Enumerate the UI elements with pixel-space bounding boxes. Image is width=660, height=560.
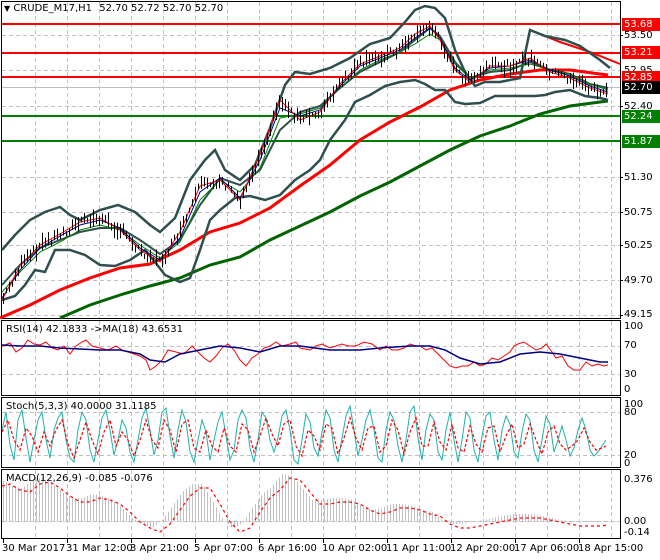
ma-red-thin — [1, 25, 609, 301]
y-tick: 51.30 — [624, 172, 653, 183]
macd-y-tick: -0.14 — [624, 527, 650, 538]
ma-blue-thin — [1, 27, 609, 299]
price-bars — [3, 20, 607, 305]
x-axis-label: 5 Apr 07:00 — [194, 543, 253, 554]
x-axis-label: 3 Apr 21:00 — [130, 543, 189, 554]
price-tag-support: 52.24 — [622, 110, 660, 123]
pane-frames — [1, 1, 621, 539]
rsi-y-tick: 70 — [624, 340, 637, 351]
price-tag-resistance: 53.68 — [622, 18, 660, 31]
y-tick: 50.75 — [624, 207, 653, 218]
symbol-label: CRUDE_M17,H1 — [13, 3, 93, 14]
y-tick: 52.40 — [624, 101, 653, 112]
stoch-header: Stoch(5,3,3) 40.0000 31.1185 — [6, 401, 157, 412]
x-axis-label: 12 Apr 20:00 — [450, 543, 516, 554]
y-tick: 50.25 — [624, 240, 653, 251]
price-tag-resistance: 53.21 — [622, 46, 660, 59]
ohlc-values: 52.70 52.72 52.70 52.70 — [99, 3, 224, 14]
x-axis-label: 11 Apr 11:00 — [386, 543, 452, 554]
x-axis-label: 18 Apr 15:00 — [578, 543, 644, 554]
rsi-ma-line — [1, 344, 608, 365]
bollinger-middle — [1, 26, 609, 286]
rsi-y-tick: 30 — [624, 369, 637, 380]
stoch-main-line — [1, 404, 607, 466]
x-axis-label: 10 Apr 02:00 — [322, 543, 388, 554]
ma-slow-green — [59, 99, 609, 320]
y-tick: 53.50 — [624, 30, 653, 41]
axis-ticks — [3, 35, 623, 543]
macd-y-tick: 0.00 — [624, 516, 647, 527]
price-tag-support: 51.87 — [622, 135, 660, 148]
x-axis-label: 31 Mar 12:00 — [66, 543, 133, 554]
rsi-y-tick: 0 — [624, 384, 631, 395]
ma-slow-red — [0, 68, 609, 320]
stoch-signal-line — [1, 415, 607, 460]
ma-green-thin — [1, 33, 609, 293]
y-tick: 49.70 — [624, 275, 653, 286]
chart-header: ▼ CRUDE_M17,H1 52.70 52.72 52.70 52.70 — [4, 3, 223, 14]
y-tick: 49.15 — [624, 309, 653, 320]
stoch-y-tick: 100 — [624, 399, 644, 410]
triangle-down-icon[interactable]: ▼ — [4, 4, 11, 13]
macd-signal-line — [1, 477, 609, 533]
x-axis-label: 6 Apr 16:00 — [258, 543, 317, 554]
stoch-y-tick: 80 — [624, 407, 637, 418]
rsi-y-tick: 100 — [624, 321, 644, 332]
x-axis-label: 30 Mar 2017 — [2, 543, 66, 554]
bollinger-lower — [1, 78, 609, 302]
price-levels — [2, 23, 620, 142]
macd-y-tick: 0.376 — [624, 474, 653, 485]
stoch-y-tick: 20 — [624, 450, 637, 461]
rsi-header: RSI(14) 42.1833 ->MA(18) 43.6531 — [6, 324, 183, 335]
bollinger-upper — [1, 4, 611, 251]
y-tick-hidden: 52.95 — [624, 65, 653, 76]
x-axis-label: 17 Apr 06:00 — [514, 543, 580, 554]
price-tag-current: 52.70 — [622, 81, 660, 94]
macd-header: MACD(12,26,9) -0.085 -0.076 — [6, 473, 153, 484]
stoch-y-tick: 0 — [624, 458, 631, 469]
price-tag-resistance: 52.85 — [622, 71, 660, 84]
macd-histogram — [3, 474, 598, 528]
